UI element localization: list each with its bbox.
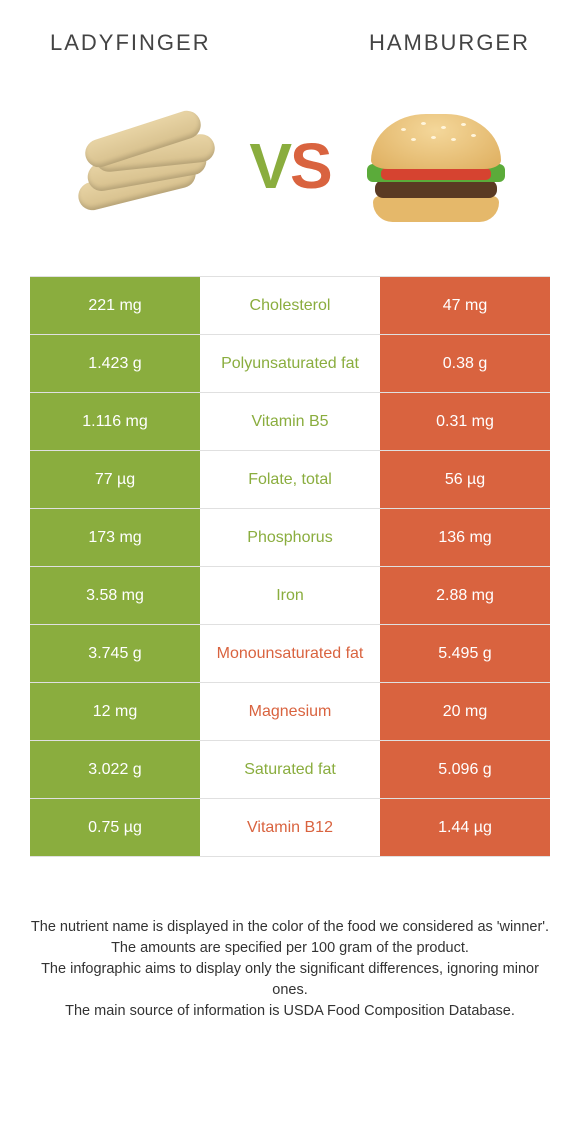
- nutrient-label: Monounsaturated fat: [200, 625, 380, 682]
- vs-v: V: [249, 130, 290, 202]
- footnote-line: The amounts are specified per 100 gram o…: [30, 938, 550, 959]
- left-value: 3.745 g: [30, 625, 200, 682]
- vs-s: S: [290, 130, 331, 202]
- left-value: 173 mg: [30, 509, 200, 566]
- footnote: The nutrient name is displayed in the co…: [30, 917, 550, 1022]
- nutrient-label: Magnesium: [200, 683, 380, 740]
- table-row: 1.423 gPolyunsaturated fat0.38 g: [30, 335, 550, 393]
- nutrient-label: Saturated fat: [200, 741, 380, 798]
- footnote-line: The infographic aims to display only the…: [30, 959, 550, 1001]
- nutrient-label: Vitamin B5: [200, 393, 380, 450]
- right-value: 5.495 g: [380, 625, 550, 682]
- right-value: 136 mg: [380, 509, 550, 566]
- nutrient-label: Vitamin B12: [200, 799, 380, 856]
- header: LADYFINGER HAMBURGER: [0, 0, 580, 66]
- nutrient-label: Folate, total: [200, 451, 380, 508]
- table-row: 3.58 mgIron2.88 mg: [30, 567, 550, 625]
- left-value: 77 µg: [30, 451, 200, 508]
- table-row: 3.745 gMonounsaturated fat5.495 g: [30, 625, 550, 683]
- vs-label: VS: [249, 129, 330, 203]
- nutrient-label: Phosphorus: [200, 509, 380, 566]
- left-value: 1.116 mg: [30, 393, 200, 450]
- footnote-line: The main source of information is USDA F…: [30, 1001, 550, 1022]
- nutrient-label: Polyunsaturated fat: [200, 335, 380, 392]
- hamburger-icon: [361, 106, 511, 226]
- right-value: 56 µg: [380, 451, 550, 508]
- nutrient-table: 221 mgCholesterol47 mg1.423 gPolyunsatur…: [30, 276, 550, 857]
- left-value: 0.75 µg: [30, 799, 200, 856]
- table-row: 3.022 gSaturated fat5.096 g: [30, 741, 550, 799]
- right-value: 47 mg: [380, 277, 550, 334]
- left-value: 12 mg: [30, 683, 200, 740]
- table-row: 1.116 mgVitamin B50.31 mg: [30, 393, 550, 451]
- nutrient-label: Iron: [200, 567, 380, 624]
- ladyfinger-icon: [69, 106, 219, 226]
- table-row: 173 mgPhosphorus136 mg: [30, 509, 550, 567]
- left-value: 221 mg: [30, 277, 200, 334]
- vs-row: VS: [0, 66, 580, 276]
- table-row: 12 mgMagnesium20 mg: [30, 683, 550, 741]
- left-value: 3.58 mg: [30, 567, 200, 624]
- right-food-title: HAMBURGER: [369, 30, 530, 56]
- left-food-title: LADYFINGER: [50, 30, 211, 56]
- nutrient-label: Cholesterol: [200, 277, 380, 334]
- footnote-line: The nutrient name is displayed in the co…: [30, 917, 550, 938]
- table-row: 221 mgCholesterol47 mg: [30, 277, 550, 335]
- right-value: 2.88 mg: [380, 567, 550, 624]
- left-value: 1.423 g: [30, 335, 200, 392]
- table-row: 0.75 µgVitamin B121.44 µg: [30, 799, 550, 857]
- right-value: 5.096 g: [380, 741, 550, 798]
- table-row: 77 µgFolate, total56 µg: [30, 451, 550, 509]
- right-value: 20 mg: [380, 683, 550, 740]
- right-value: 0.31 mg: [380, 393, 550, 450]
- left-value: 3.022 g: [30, 741, 200, 798]
- right-value: 0.38 g: [380, 335, 550, 392]
- right-value: 1.44 µg: [380, 799, 550, 856]
